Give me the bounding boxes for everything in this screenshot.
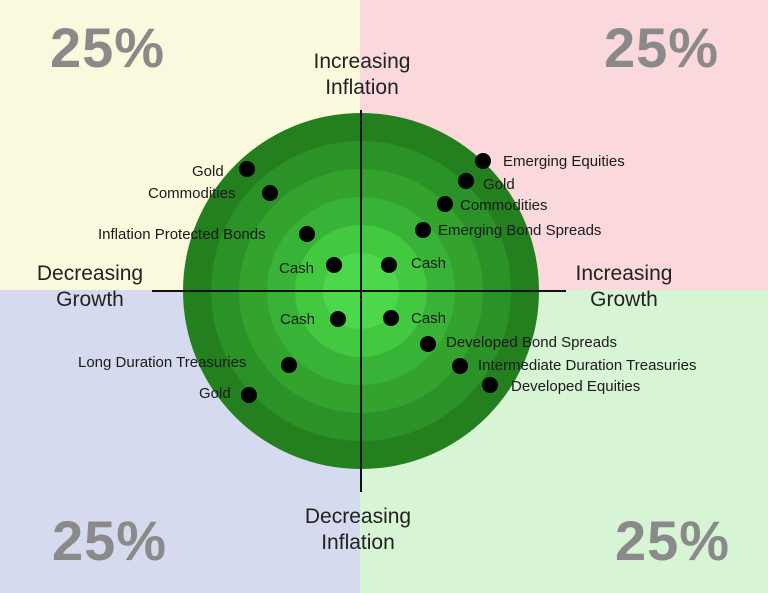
asset-label-gold: Gold (192, 163, 224, 180)
asset-dot (299, 226, 315, 242)
asset-label-gold: Gold (199, 385, 231, 402)
asset-label-commodities: Commodities (460, 197, 548, 214)
axis-label-decreasing-growth: Decreasing Growth (20, 261, 160, 313)
asset-label-cash: Cash (411, 255, 447, 272)
asset-label-commodities: Commodities (148, 185, 236, 202)
asset-label-gold: Gold (483, 176, 515, 193)
asset-dot (262, 185, 278, 201)
axis-label-line: Increasing (575, 262, 673, 285)
asset-dot (475, 153, 491, 169)
asset-label-developed-bond-spreads: Developed Bond Spreads (446, 334, 617, 351)
percent-bottom-left: 25% (52, 509, 168, 572)
axis-label-line: Inflation (321, 531, 395, 554)
asset-dot (326, 257, 342, 273)
asset-dot (239, 161, 255, 177)
axis-label-line: Decreasing (304, 505, 412, 528)
asset-dot (330, 311, 346, 327)
asset-label-emerging-bond-spreads: Emerging Bond Spreads (438, 222, 602, 239)
asset-label-cash: Cash (280, 311, 316, 328)
percent-top-right: 25% (604, 16, 720, 79)
axis-label-line: Inflation (325, 76, 399, 99)
asset-dots (239, 153, 498, 403)
axis-label-decreasing-inflation: Decreasing Inflation (288, 504, 428, 556)
asset-label-cash: Cash (411, 310, 447, 327)
asset-dot (482, 377, 498, 393)
asset-dot (281, 357, 297, 373)
percent-bottom-right: 25% (615, 509, 731, 572)
asset-dot (420, 336, 436, 352)
asset-dot (241, 387, 257, 403)
asset-label-long-duration-treasuries: Long Duration Treasuries (78, 354, 247, 371)
asset-label-emerging-equities: Emerging Equities (503, 153, 625, 170)
asset-dot (458, 173, 474, 189)
percent-top-left: 25% (50, 16, 166, 79)
asset-label-intermediate-duration-treasuries: Intermediate Duration Treasuries (478, 357, 697, 374)
asset-dot (415, 222, 431, 238)
asset-dot (452, 358, 468, 374)
asset-dot (381, 257, 397, 273)
axis-label-line: Decreasing (36, 262, 144, 285)
axis-label-line: Growth (590, 288, 658, 311)
asset-dot (383, 310, 399, 326)
axis-label-line: Increasing (313, 50, 411, 73)
asset-dot (437, 196, 453, 212)
axis-label-increasing-inflation: Increasing Inflation (292, 49, 432, 101)
asset-label-inflation-protected-bonds: Inflation Protected Bonds (98, 226, 266, 243)
axis-label-line: Growth (56, 288, 124, 311)
axis-label-increasing-growth: Increasing Growth (554, 261, 694, 313)
asset-label-cash: Cash (279, 260, 315, 277)
asset-label-developed-equities: Developed Equities (511, 378, 641, 395)
